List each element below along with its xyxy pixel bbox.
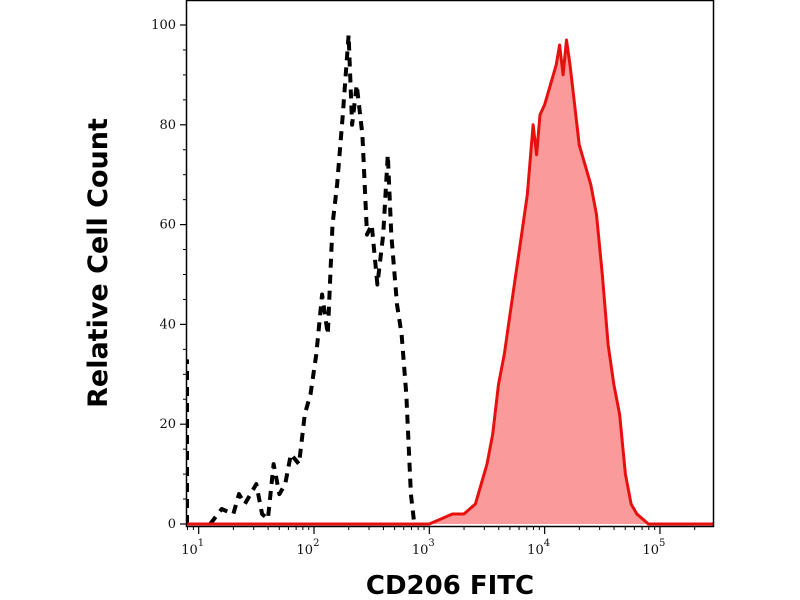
y-tick-label: 80 xyxy=(159,118,176,133)
x-axis-label: CD206 FITC xyxy=(366,571,534,600)
x-tick-label: 105 xyxy=(642,538,665,558)
x-tick-exponent: 1 xyxy=(198,538,204,549)
plot-area xyxy=(186,33,713,526)
x-tick-label: 102 xyxy=(297,538,320,558)
y-axis-label: Relative Cell Count xyxy=(83,118,114,408)
x-tick-label: 101 xyxy=(181,538,204,558)
y-tick-label: 20 xyxy=(159,417,176,432)
x-tick-exponent: 5 xyxy=(659,538,665,549)
x-tick-exponent: 3 xyxy=(428,538,434,549)
y-tick-label: 60 xyxy=(159,218,176,233)
x-tick-base: 10 xyxy=(181,543,198,558)
y-tick-label: 100 xyxy=(151,18,176,33)
x-tick-label: 103 xyxy=(412,538,435,558)
x-tick-exponent: 4 xyxy=(544,538,550,549)
x-tick-label: 104 xyxy=(527,538,550,558)
plot-frame xyxy=(185,0,715,528)
x-axis: 101 102 103 104 105 xyxy=(181,526,696,558)
series-fill-1 xyxy=(186,40,713,524)
x-tick-exponent: 2 xyxy=(313,538,319,549)
series-line-1 xyxy=(186,38,713,526)
x-tick-base: 10 xyxy=(527,543,544,558)
x-tick-base: 10 xyxy=(642,543,659,558)
series-line-0 xyxy=(208,33,417,526)
y-tick-label: 0 xyxy=(168,517,176,532)
y-axis: 0 20 40 60 80 100 xyxy=(151,18,186,532)
y-tick-label: 40 xyxy=(159,317,176,332)
x-tick-base: 10 xyxy=(412,543,429,558)
x-tick-base: 10 xyxy=(297,543,314,558)
